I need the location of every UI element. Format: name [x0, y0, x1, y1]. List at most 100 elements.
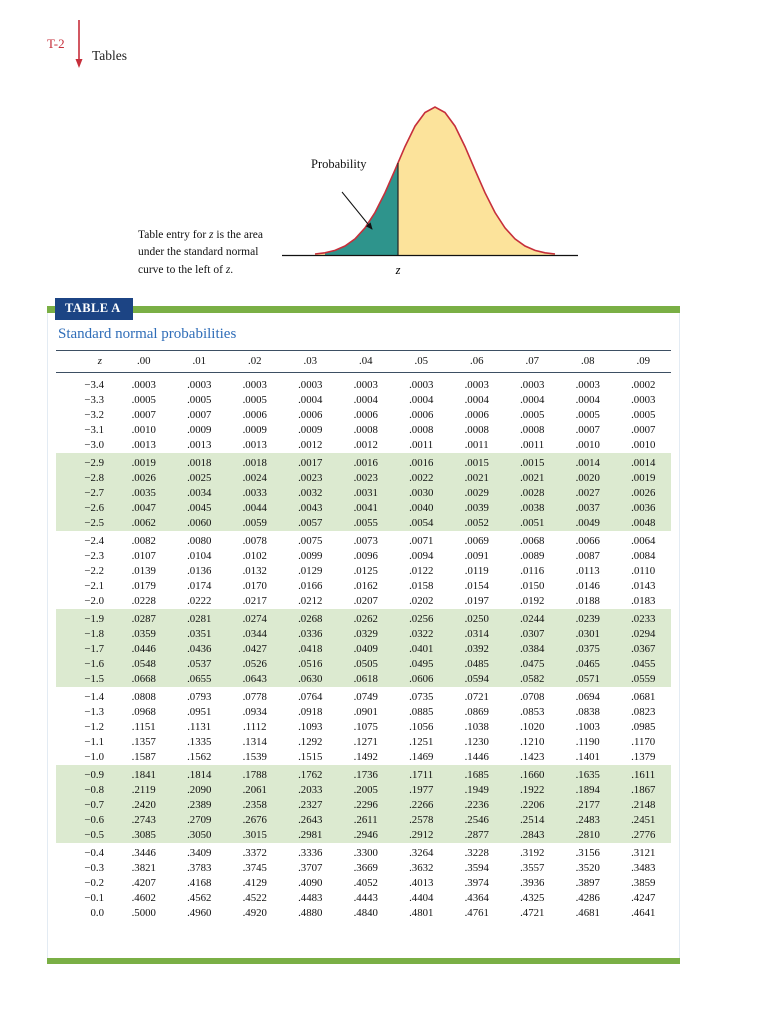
table-row: −1.6 .0548 .0537 .0526 .0516 .0505 .0495 .0485.… [56, 657, 671, 672]
z-value-cell: −2.6 [84, 502, 104, 514]
probability-cell: .0008 [353, 424, 378, 436]
probability-cell: .1423 [520, 751, 545, 763]
probability-cell: .0021 [464, 472, 489, 484]
z-value-cell: −2.3 [84, 550, 104, 562]
probability-cell: .0045 [187, 502, 212, 514]
probability-cell: .0392 [464, 643, 489, 655]
z-value-cell: −3.0 [84, 439, 104, 451]
column-header: .04 [359, 355, 373, 367]
probability-cell: .2709 [187, 814, 212, 826]
probability-cell: .4522 [242, 892, 267, 904]
table-row: −1.8 .0359 .0351 .0344 .0336 .0329 .0322 .0314.… [56, 627, 671, 642]
probability-cell: .3372 [242, 847, 267, 859]
caption-text: is the area under the standard normal cu… [138, 229, 264, 276]
z-value-cell: −2.7 [84, 487, 104, 499]
probability-cell: .0526 [242, 658, 267, 670]
probability-cell: .0080 [187, 535, 212, 547]
table-row: −2.6 .0047 .0045 .0044 .0043 .0041 .0040 .0039.… [56, 501, 671, 516]
table-title: Standard normal probabilities [58, 326, 237, 342]
probability-cell: .3409 [187, 847, 212, 859]
probability-cell: .1788 [242, 769, 267, 781]
probability-cell: .0044 [242, 502, 267, 514]
probability-cell: .0004 [353, 394, 378, 406]
probability-cell: .4247 [631, 892, 656, 904]
probability-cell: .2546 [464, 814, 489, 826]
table-row: −0.2 .4207 .4168 .4129 .4090 .4052 .4013 .3974.… [56, 876, 671, 891]
probability-cell: .0014 [631, 457, 656, 469]
probability-cell: .0951 [187, 706, 212, 718]
probability-cell: .0003 [242, 379, 267, 391]
probability-cell: .3483 [631, 862, 656, 874]
probability-cell: .1515 [298, 751, 323, 763]
probability-cell: .0011 [520, 439, 545, 451]
table-row: −3.0 .0013 .0013 .0013 .0012 .0012 .0011 .0011.… [56, 438, 671, 453]
column-header: .06 [470, 355, 484, 367]
probability-cell: .0003 [131, 379, 156, 391]
probability-cell: .2296 [353, 799, 378, 811]
probability-cell: .4404 [409, 892, 434, 904]
probability-cell: .3707 [298, 862, 323, 874]
probability-cell: .0084 [631, 550, 656, 562]
probability-cell: .0006 [298, 409, 323, 421]
probability-cell: .2358 [242, 799, 267, 811]
probability-cell: .0048 [631, 517, 656, 529]
probability-cell: .2005 [353, 784, 378, 796]
table-row: −2.4 .0082 .0080 .0078 .0075 .0073 .0071 .0069.… [56, 531, 671, 549]
probability-cell: .0002 [631, 379, 656, 391]
probability-cell: .0158 [409, 580, 434, 592]
probability-cell: .1635 [575, 769, 600, 781]
probability-cell: .0005 [631, 409, 656, 421]
probability-cell: .0793 [187, 691, 212, 703]
probability-cell: .4721 [520, 907, 545, 919]
z-column-header: z [97, 355, 102, 367]
probability-cell: .0274 [242, 613, 267, 625]
probability-cell: .4207 [131, 877, 156, 889]
table-row: −1.3 .0968 .0951 .0934 .0918 .0901 .0885 .0869.… [56, 705, 671, 720]
probability-cell: .0239 [575, 613, 600, 625]
z-value-cell: −1.6 [84, 658, 104, 670]
probability-cell: .0139 [131, 565, 156, 577]
probability-cell: .0009 [298, 424, 323, 436]
table-row: −1.4 .0808 .0793 .0778 .0764 .0749 .0735 .0721.… [56, 687, 671, 705]
probability-cell: .4880 [298, 907, 323, 919]
probability-cell: .0436 [187, 643, 212, 655]
probability-cell: .0559 [631, 673, 656, 685]
probability-cell: .2483 [575, 814, 600, 826]
column-header: .01 [192, 355, 207, 367]
probability-cell: .0062 [131, 517, 156, 529]
probability-cell: .0007 [575, 424, 600, 436]
probability-cell: .0064 [631, 535, 656, 547]
probability-cell: .0026 [631, 487, 656, 499]
probability-cell: .0294 [631, 628, 656, 640]
probability-cell: .0010 [631, 439, 656, 451]
probability-cell: .0322 [409, 628, 434, 640]
probability-cell: .0015 [464, 457, 489, 469]
probability-cell: .0516 [298, 658, 323, 670]
table-row: −1.9 .0287 .0281 .0274 .0268 .0262 .0256 .0250.… [56, 609, 671, 627]
probability-cell: .0019 [631, 472, 656, 484]
probability-cell: .3520 [575, 862, 600, 874]
probability-cell: .0068 [520, 535, 545, 547]
probability-cell: .0071 [409, 535, 434, 547]
probability-cell: .0057 [298, 517, 323, 529]
probability-cell: .3859 [631, 877, 656, 889]
probability-cell: .0853 [520, 706, 545, 718]
probability-cell: .0262 [353, 613, 378, 625]
probability-cell: .2776 [631, 829, 656, 841]
probability-cell: .0630 [298, 673, 323, 685]
probability-cell: .0918 [298, 706, 323, 718]
probability-cell: .1230 [464, 736, 489, 748]
z-value-cell: −1.8 [84, 628, 104, 640]
z-value-cell: −2.1 [84, 580, 104, 592]
probability-cell: .0594 [464, 673, 489, 685]
probability-cell: .2743 [131, 814, 156, 826]
probability-cell: .2061 [242, 784, 267, 796]
caption-text: Table entry for [138, 229, 210, 241]
z-value-cell: −1.9 [84, 613, 104, 625]
z-value-cell: −0.8 [84, 784, 104, 796]
probability-cell: .4801 [409, 907, 434, 919]
probability-cell: .0091 [464, 550, 489, 562]
probability-cell: .3336 [298, 847, 323, 859]
probability-cell: .0054 [409, 517, 434, 529]
probability-cell: .2033 [298, 784, 323, 796]
